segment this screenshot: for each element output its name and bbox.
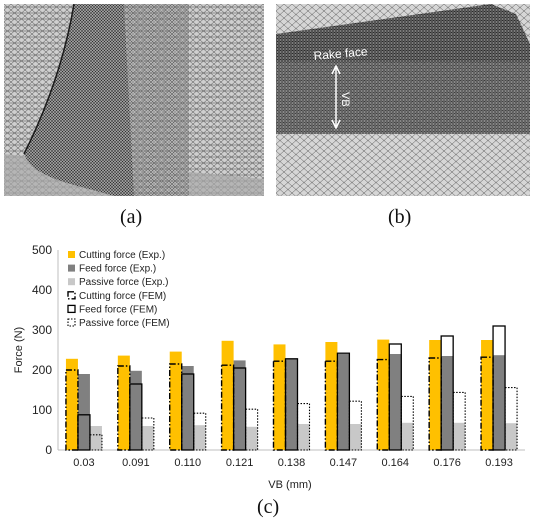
bar-passive-force-fem bbox=[400, 395, 414, 451]
bar-feed-force-exp bbox=[493, 355, 506, 450]
vb-arrow-head-top bbox=[331, 64, 341, 75]
legend-entry: Feed force (Exp.) bbox=[79, 264, 156, 275]
bar-cutting-force-exp bbox=[221, 340, 234, 450]
bar-cutting-force-exp bbox=[377, 339, 390, 450]
legend-swatch bbox=[67, 304, 76, 314]
legend-entry: Feed force (FEM) bbox=[79, 304, 157, 315]
bar-passive-force-fem bbox=[245, 408, 259, 451]
bar-cutting-force-exp bbox=[481, 340, 494, 450]
x-tick-label: 0.121 bbox=[226, 457, 254, 469]
bar-feed-force-exp bbox=[285, 358, 298, 450]
bar-feed-force-fem bbox=[129, 383, 143, 451]
x-tick-label: 0.110 bbox=[174, 457, 201, 469]
chart-legend: Cutting force (Exp.) Feed force (Exp.) Pas… bbox=[67, 250, 170, 329]
bar-cutting-force-fem bbox=[324, 360, 339, 451]
bar-passive-force-exp bbox=[453, 422, 466, 450]
bar-passive-force-exp bbox=[505, 423, 518, 450]
bar-cutting-force-fem bbox=[272, 360, 287, 451]
y-axis-label: Force (N) bbox=[13, 327, 25, 373]
bar-passive-force-fem bbox=[89, 434, 103, 451]
rake-face-label: Rake face bbox=[313, 44, 368, 63]
caption-a: (a) bbox=[120, 206, 143, 228]
y-tick-label: 500 bbox=[32, 243, 52, 257]
bar-passive-force-exp bbox=[349, 424, 362, 450]
mesh-image-a bbox=[4, 4, 264, 196]
bar-cutting-force-exp bbox=[169, 351, 182, 450]
bar-cutting-force-exp bbox=[117, 355, 130, 450]
bar-feed-force-fem bbox=[284, 358, 299, 451]
x-tick-label: 0.091 bbox=[122, 457, 150, 469]
mesh-image-b: Rake face VB bbox=[276, 4, 530, 196]
x-tick-label: 0.164 bbox=[382, 457, 410, 469]
bar-feed-force-fem bbox=[77, 414, 91, 451]
bar-passive-force-exp bbox=[297, 424, 310, 450]
bar-passive-force-exp bbox=[245, 426, 258, 450]
legend-entry: Cutting force (Exp.) bbox=[79, 250, 165, 261]
bar-feed-force-exp bbox=[77, 374, 90, 450]
bar-feed-force-fem bbox=[388, 343, 402, 451]
bar-passive-force-fem bbox=[141, 417, 155, 451]
bar-passive-force-exp bbox=[193, 425, 206, 450]
y-tick-label: 0 bbox=[45, 443, 52, 457]
y-tick-label: 100 bbox=[32, 403, 52, 417]
caption-b: (b) bbox=[388, 206, 412, 228]
legend-swatch bbox=[67, 318, 76, 327]
tool-mesh-a-illustration bbox=[4, 4, 264, 196]
legend-swatch bbox=[67, 291, 76, 300]
vb-label: VB bbox=[339, 92, 351, 107]
bar-cutting-force-exp bbox=[325, 342, 338, 450]
legend-swatch bbox=[68, 278, 75, 286]
bar-passive-force-exp bbox=[89, 426, 102, 450]
force-bar-chart: 0 100 200 300 400 500 0.03 0.091 0.110 0.121 0.138… bbox=[13, 243, 525, 491]
bar-passive-force-fem bbox=[348, 400, 362, 451]
bar-passive-force-exp bbox=[401, 422, 414, 450]
legend-entry: Passive force (FEM) bbox=[79, 318, 170, 329]
bar-feed-force-exp bbox=[181, 366, 194, 450]
tool-mesh-b-illustration: Rake face VB bbox=[276, 4, 530, 196]
bar-feed-force-exp bbox=[233, 360, 246, 450]
bar-passive-force-fem bbox=[452, 391, 466, 451]
y-tick-label: 300 bbox=[32, 323, 52, 337]
bar-cutting-force-fem bbox=[376, 358, 390, 451]
x-tick-label: 0.138 bbox=[278, 457, 306, 469]
bar-passive-force-exp bbox=[141, 426, 154, 450]
bar-passive-force-fem bbox=[504, 387, 518, 451]
chart-bars bbox=[65, 325, 518, 451]
bar-cutting-force-fem bbox=[65, 369, 79, 451]
bar-passive-force-fem bbox=[296, 403, 311, 451]
x-tick-label: 0.193 bbox=[485, 457, 513, 469]
bar-passive-force-fem bbox=[193, 412, 207, 451]
y-tick-label: 200 bbox=[32, 363, 52, 377]
bar-feed-force-exp bbox=[389, 354, 402, 450]
caption-c: (c) bbox=[257, 496, 280, 518]
x-tick-label: 0.176 bbox=[433, 457, 461, 469]
bar-feed-force-fem bbox=[181, 373, 195, 451]
bar-feed-force-exp bbox=[337, 354, 350, 450]
legend-entry: Passive force (Exp.) bbox=[79, 277, 168, 288]
bar-cutting-force-exp bbox=[65, 358, 78, 450]
bar-feed-force-exp bbox=[129, 370, 142, 450]
bar-cutting-force-exp bbox=[273, 344, 286, 450]
x-axis-label: VB (mm) bbox=[268, 479, 311, 491]
y-tick-label: 400 bbox=[32, 283, 52, 297]
x-tick-label: 0.147 bbox=[330, 457, 358, 469]
legend-swatch bbox=[68, 251, 75, 258]
bar-feed-force-exp bbox=[441, 356, 454, 450]
bar-cutting-force-exp bbox=[429, 340, 442, 450]
legend-entry: Cutting force (FEM) bbox=[79, 291, 166, 302]
x-tick-label: 0.03 bbox=[73, 457, 94, 469]
vb-arrow-head-bottom bbox=[331, 119, 341, 130]
legend-swatch bbox=[68, 264, 75, 272]
